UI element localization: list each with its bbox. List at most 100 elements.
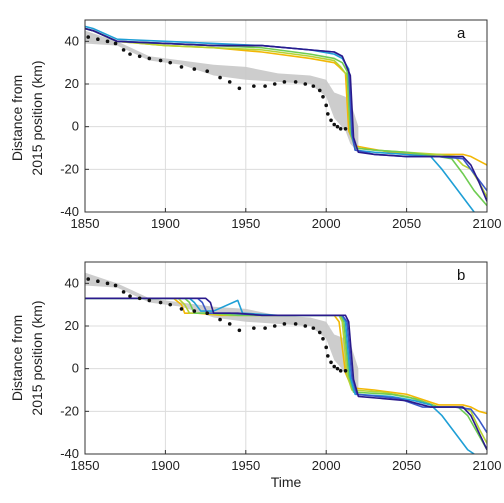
plot-area	[85, 272, 487, 454]
series-line-1	[85, 27, 487, 166]
y-tick-label: 40	[65, 275, 79, 290]
x-tick-label: 2000	[312, 458, 341, 473]
x-tick-label: 2100	[473, 458, 502, 473]
observation-point	[105, 281, 110, 286]
observation-point	[105, 39, 110, 44]
observation-point	[343, 127, 348, 131]
observation-point	[113, 283, 118, 288]
observation-point	[303, 82, 308, 86]
observation-point	[237, 328, 242, 333]
observation-point	[137, 54, 142, 59]
series-line-6	[85, 297, 487, 451]
x-axis-label: Time	[271, 474, 302, 490]
observation-point	[332, 364, 337, 369]
observation-point	[324, 345, 329, 350]
y-axis-label-line-1: Distance from	[9, 75, 25, 161]
observation-point	[335, 124, 340, 129]
y-tick-label: -40	[60, 204, 79, 219]
observation-point	[86, 35, 91, 39]
observation-point	[335, 366, 340, 371]
observation-point	[96, 279, 100, 284]
observation-point	[317, 88, 322, 93]
observation-point	[303, 324, 308, 328]
observation-point	[218, 75, 222, 80]
observation-point	[293, 322, 298, 326]
observation-point	[272, 82, 277, 86]
x-tick-label: 1950	[231, 458, 260, 473]
axes-frame	[84, 261, 488, 455]
observation-point	[321, 337, 325, 341]
x-tick-label: 1850	[71, 216, 100, 231]
plot-area	[85, 25, 487, 212]
observation-point	[237, 86, 242, 91]
observation-point	[192, 67, 197, 71]
observation-point	[329, 360, 333, 365]
panel-letter: b	[457, 267, 465, 284]
observation-point	[282, 80, 287, 84]
observation-point	[338, 369, 343, 373]
observation-point	[86, 277, 91, 281]
observation-point	[311, 326, 316, 330]
observation-point	[168, 60, 173, 65]
panel-a: 1850 1900 1950 2000 2050 2100 -40 -20 0 20 40 a Dist…	[9, 19, 501, 231]
observation-point	[338, 127, 343, 131]
x-tick-label: 2000	[312, 216, 341, 231]
x-tick-label: 2050	[392, 458, 421, 473]
y-tick-label: -20	[60, 403, 79, 418]
panel-letter: a	[457, 25, 466, 42]
observation-point	[147, 56, 152, 61]
y-axis-label-line-2: 2015 position (km)	[29, 300, 45, 415]
x-tick-label: 1850	[71, 458, 100, 473]
observation-point	[158, 300, 163, 305]
observation-point	[311, 84, 316, 88]
observation-point	[329, 118, 333, 123]
y-axis-label-line-1: Distance from	[9, 315, 25, 401]
observation-point	[96, 37, 100, 41]
y-tick-label: 40	[65, 33, 79, 48]
y-tick-label: 20	[65, 76, 79, 91]
y-tick-label: -20	[60, 161, 79, 176]
observation-point	[317, 330, 322, 335]
observation-point	[179, 307, 184, 311]
observation-point	[252, 84, 256, 88]
x-tick-label: 2050	[392, 216, 421, 231]
x-tick-label: 1900	[151, 458, 180, 473]
observation-point	[128, 52, 132, 56]
observation-point	[121, 290, 126, 294]
observation-point	[252, 326, 256, 330]
observation-point	[179, 65, 184, 69]
observation-point	[147, 298, 152, 303]
observation-point	[205, 311, 210, 316]
observation-point	[324, 103, 329, 108]
observation-point	[227, 80, 232, 84]
y-tick-label: 20	[65, 318, 79, 333]
observation-point	[128, 294, 132, 298]
observation-point	[272, 324, 277, 328]
observation-point	[326, 354, 330, 358]
y-tick-label: 0	[72, 361, 79, 376]
panel-b: 1850 1900 1950 2000 2050 2100 -40 -20 0 20 40 b Dist…	[9, 261, 502, 490]
x-tick-label: 1900	[151, 216, 180, 231]
observation-point	[205, 69, 210, 73]
y-tick-label: 0	[72, 119, 79, 134]
observation-point	[137, 296, 142, 301]
observation-point	[113, 41, 118, 46]
y-tick-label: -40	[60, 446, 79, 461]
observation-point	[321, 95, 325, 99]
observation-point	[293, 80, 298, 84]
observation-band	[85, 272, 359, 395]
observation-point	[158, 58, 163, 63]
observation-point	[282, 322, 287, 326]
axes-frame	[84, 19, 488, 213]
observation-point	[218, 317, 222, 322]
observation-point	[227, 322, 232, 326]
observation-point	[121, 48, 126, 52]
observation-point	[343, 369, 348, 373]
observation-point	[168, 302, 173, 307]
series-line-6	[85, 27, 487, 202]
observation-point	[263, 84, 267, 88]
x-tick-label: 1950	[231, 216, 260, 231]
series-line-4	[85, 25, 475, 212]
observation-point	[192, 309, 197, 313]
